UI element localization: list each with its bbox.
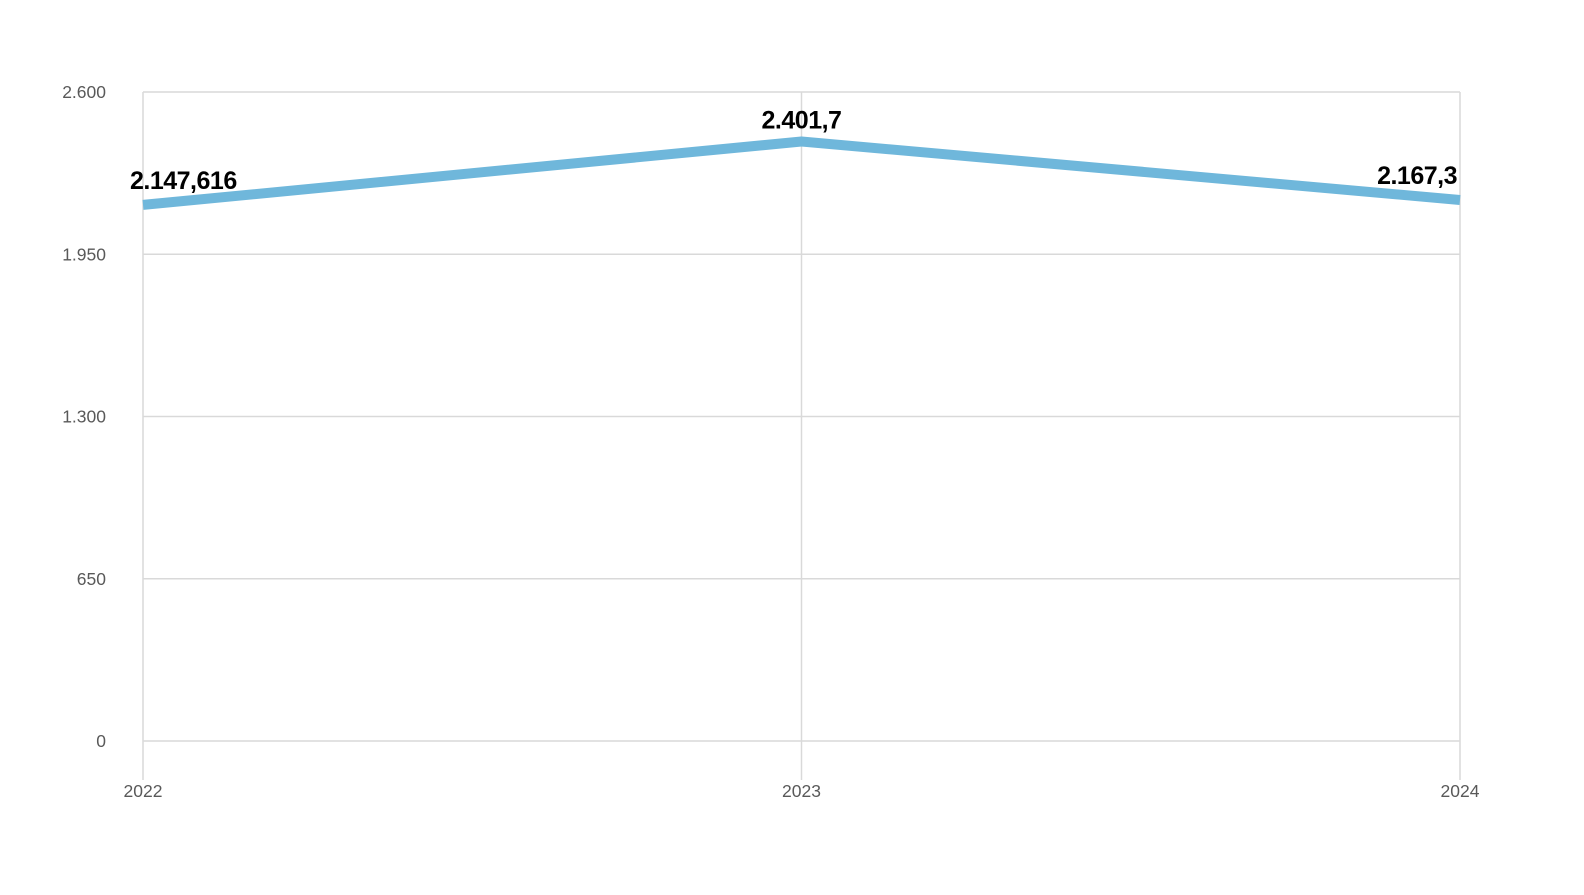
data-point-label: 2.167,3 (1377, 162, 1457, 190)
y-tick-label: 650 (77, 569, 106, 589)
data-series-line (142, 136, 1461, 210)
x-tick-label: 2023 (782, 781, 821, 801)
data-point-label: 2.401,7 (762, 106, 842, 134)
x-tick-label: 2022 (124, 781, 163, 801)
y-tick-label: 2.600 (62, 82, 106, 102)
x-tick-label: 2024 (1441, 781, 1480, 801)
y-tick-label: 0 (96, 731, 106, 751)
y-tick-label: 1.300 (62, 407, 106, 427)
data-point-label: 2.147,616 (130, 167, 237, 195)
y-tick-label: 1.950 (62, 244, 106, 264)
